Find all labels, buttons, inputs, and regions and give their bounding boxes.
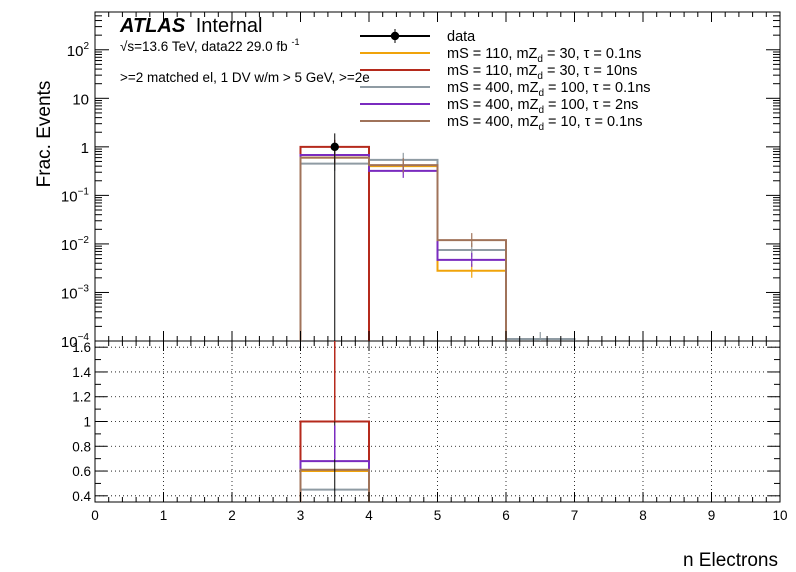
legend-label: data <box>447 29 476 45</box>
x-axis: 0 1 2 3 4 5 6 7 8 9 10 <box>91 12 788 523</box>
x-tick-label: 9 <box>708 508 716 523</box>
ratio-y-tick-label: 0.6 <box>72 464 91 479</box>
legend-label: mS = 400, mZd = 10, τ = 0.1ns <box>447 114 642 133</box>
legend-label: mS = 110, mZd = 30, τ = 10ns <box>447 63 637 82</box>
ratio-y-tick-label: 1.6 <box>72 340 91 355</box>
y-tick-label: 10−4 <box>61 332 90 351</box>
legend-marker <box>390 31 400 41</box>
lumi-unit-superscript: -1 <box>291 37 299 47</box>
y-axis-label: Frac. Events <box>34 81 55 188</box>
ratio-y-tick-label: 1.2 <box>72 390 91 405</box>
svg-text:√s=13.6 TeV, data22 29.0 fb: √s=13.6 TeV, data22 29.0 fb -1 <box>120 37 299 54</box>
y-tick-label: 10 <box>72 91 89 108</box>
ratio-y-tick-label: 0.4 <box>72 489 91 504</box>
y-tick-label: 102 <box>67 41 90 60</box>
y-tick-label: 10−2 <box>61 235 90 254</box>
x-tick-label: 10 <box>772 508 787 523</box>
x-tick-label: 6 <box>502 508 510 523</box>
x-axis-label: n Electrons <box>683 550 778 571</box>
ratio-histograms <box>299 341 370 502</box>
y-tick-label: 1 <box>81 140 89 157</box>
x-tick-label: 4 <box>365 508 373 523</box>
x-tick-label: 1 <box>160 508 168 523</box>
x-tick-label: 2 <box>228 508 236 523</box>
top-y-axis: 102 10 1 10−1 10−2 10−3 10−4 <box>61 15 780 351</box>
x-tick-label: 3 <box>297 508 305 523</box>
data-point <box>330 142 339 152</box>
ratio-y-tick-label: 1 <box>83 415 91 430</box>
top-histograms <box>299 133 576 341</box>
ratio-y-axis: 0.4 0.6 0.8 1 1.2 1.4 1.6 <box>72 340 780 504</box>
y-tick-label: 10−3 <box>61 283 90 302</box>
svg-text:ATLAS Internal: ATLAS Internal <box>119 15 262 37</box>
y-tick-label: 10−1 <box>61 186 90 205</box>
ratio-y-tick-label: 1.4 <box>72 365 91 380</box>
x-tick-label: 5 <box>434 508 442 523</box>
selection-label: >=2 matched el, 1 DV w/m > 5 GeV, >=2e <box>120 70 370 85</box>
atlas-label: ATLAS <box>119 15 186 37</box>
legend-label: mS = 400, mZd = 100, τ = 2ns <box>447 97 638 116</box>
energy-lumi-label: √s=13.6 TeV, data22 29.0 fb <box>120 39 288 54</box>
x-tick-label: 7 <box>571 508 579 523</box>
x-tick-label: 8 <box>639 508 647 523</box>
legend-label: mS = 400, mZd = 100, τ = 0.1ns <box>447 80 651 99</box>
x-tick-label: 0 <box>91 508 99 523</box>
atlas-status: Internal <box>196 15 263 37</box>
legend-label: mS = 110, mZd = 30, τ = 0.1ns <box>447 46 641 65</box>
ratio-y-tick-label: 0.8 <box>72 439 91 454</box>
